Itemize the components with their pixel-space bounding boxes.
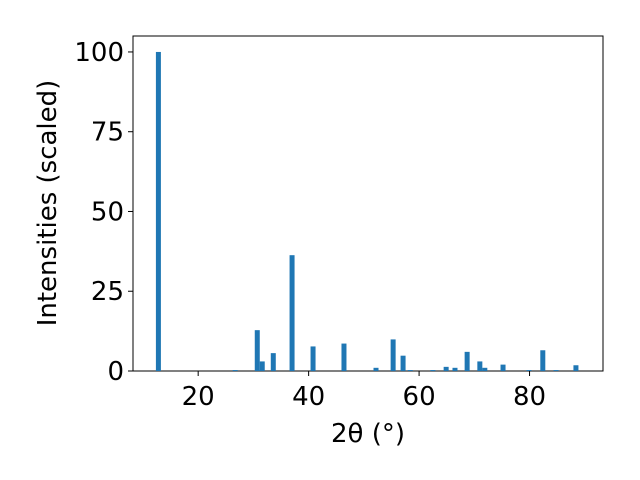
bar [254,330,260,371]
bar [400,355,406,371]
bar [573,365,579,371]
y-axis-label: Intensities (scaled) [33,80,63,327]
bar [477,361,483,371]
x-tick-label: 80 [513,382,546,412]
y-tick-label: 100 [74,38,124,68]
bar [443,366,449,371]
bar [407,370,413,371]
bar [464,351,470,371]
bar [155,51,161,371]
bar [310,346,316,371]
bar [482,367,488,371]
y-tick-label: 0 [107,357,124,387]
bar [500,364,506,371]
bar [373,367,379,371]
x-tick-label: 40 [292,382,325,412]
bar [341,343,347,371]
bar [540,350,546,371]
bar [270,353,276,371]
x-axis-label: 2θ (°) [331,419,405,449]
y-tick-label: 75 [91,118,124,148]
bar [430,370,436,371]
bar [452,367,458,371]
y-tick-label: 50 [91,197,124,227]
y-tick-label: 25 [91,277,124,307]
bar [526,370,532,371]
bar [553,370,559,371]
bar [259,361,265,371]
x-tick-label: 20 [182,382,215,412]
x-tick-label: 60 [403,382,436,412]
bar [390,339,396,371]
bar [289,255,295,371]
plot-frame [132,35,604,372]
bar [232,370,238,371]
